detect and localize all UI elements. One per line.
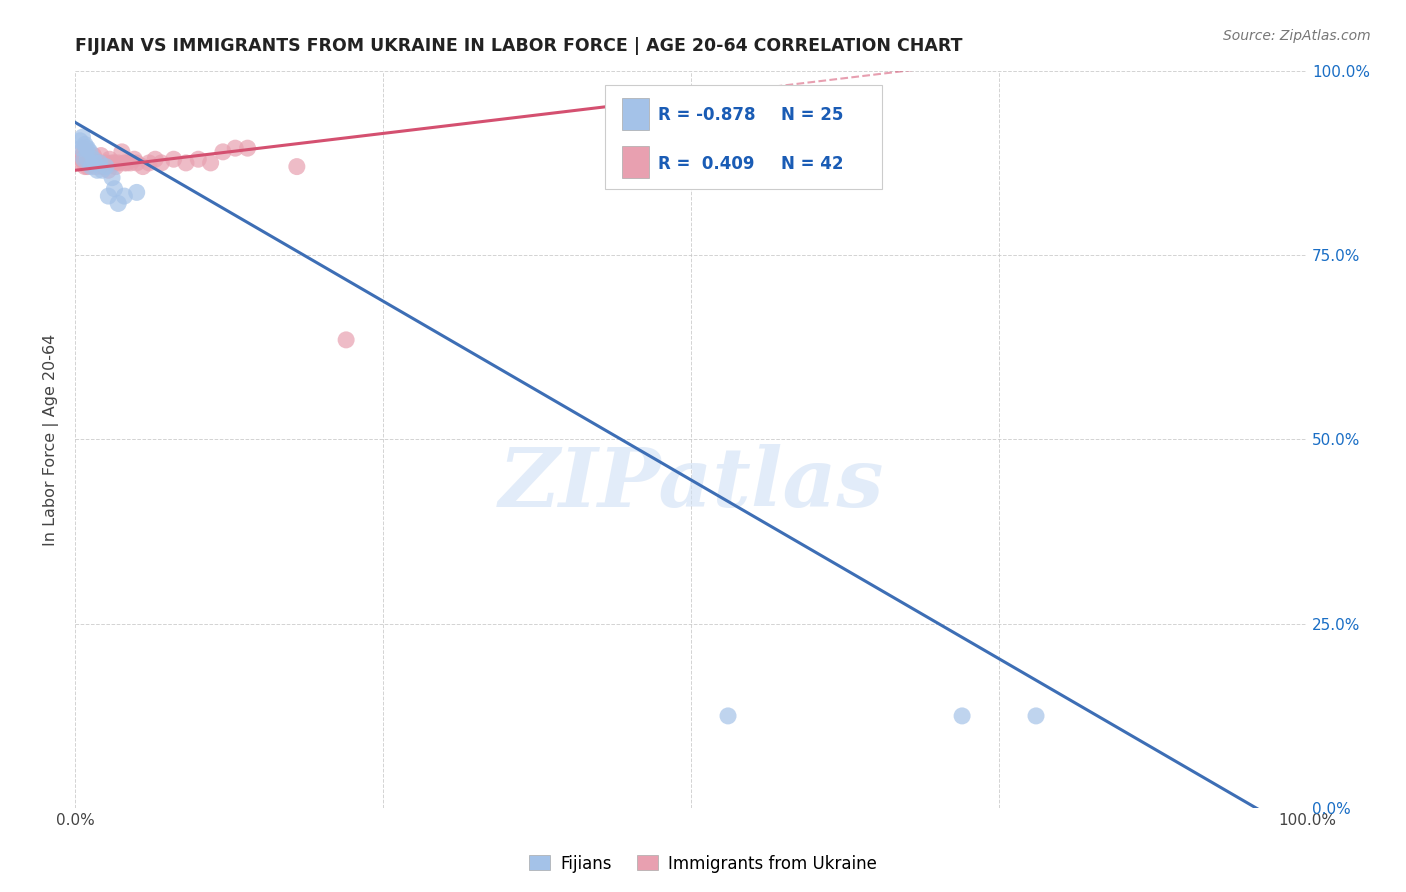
Point (83, 156, 105, 170)
Point (950, 709, 973, 723)
Text: N = 42: N = 42 (780, 155, 844, 173)
FancyBboxPatch shape (605, 86, 882, 189)
Point (200, 156, 222, 170)
Point (236, 141, 259, 155)
Y-axis label: In Labor Force | Age 20-64: In Labor Force | Age 20-64 (44, 334, 59, 546)
Point (86, 156, 108, 170)
Point (125, 186, 148, 200)
Point (112, 189, 135, 203)
Point (138, 156, 160, 170)
Point (1025, 709, 1047, 723)
Point (70, 141, 93, 155)
Point (122, 153, 145, 167)
Point (76, 160, 98, 174)
Point (89, 156, 111, 170)
Point (112, 156, 135, 170)
Point (97, 163, 120, 178)
Point (187, 153, 209, 167)
Point (79, 145, 101, 159)
Point (90, 148, 112, 162)
Point (212, 145, 235, 159)
Point (75, 156, 97, 170)
Point (72, 148, 94, 162)
Point (69, 156, 91, 170)
Text: FIJIAN VS IMMIGRANTS FROM UKRAINE IN LABOR FORCE | AGE 20-64 CORRELATION CHART: FIJIAN VS IMMIGRANTS FROM UKRAINE IN LAB… (75, 37, 963, 55)
Point (120, 156, 142, 170)
Point (335, 333, 357, 347)
Point (91, 160, 114, 174)
Point (73, 153, 96, 167)
Point (101, 156, 124, 170)
Text: R =  0.409: R = 0.409 (658, 155, 754, 173)
Point (224, 141, 246, 155)
Point (75, 141, 97, 155)
Point (86, 163, 108, 178)
Point (83, 156, 105, 170)
Text: Source: ZipAtlas.com: Source: ZipAtlas.com (1223, 29, 1371, 43)
Point (174, 156, 197, 170)
Point (73, 160, 96, 174)
Text: R = -0.878: R = -0.878 (658, 106, 755, 124)
Legend: Fijians, Immigrants from Ukraine: Fijians, Immigrants from Ukraine (522, 848, 884, 880)
Point (73, 137, 96, 152)
Point (104, 160, 127, 174)
Point (89, 156, 111, 170)
Point (91, 163, 114, 178)
Point (125, 156, 148, 170)
Point (107, 156, 129, 170)
Point (83, 148, 105, 162)
Point (97, 189, 120, 203)
Point (70, 153, 93, 167)
Point (103, 182, 125, 196)
Point (101, 170, 124, 185)
Point (94, 160, 117, 174)
Point (72, 130, 94, 145)
Point (69, 134, 91, 148)
Point (143, 153, 166, 167)
Point (717, 709, 740, 723)
Point (76, 153, 98, 167)
Point (80, 160, 103, 174)
Point (79, 156, 101, 170)
Point (94, 156, 117, 170)
Point (115, 156, 138, 170)
Point (73, 141, 96, 155)
Point (107, 196, 129, 211)
FancyBboxPatch shape (621, 146, 650, 178)
Text: N = 25: N = 25 (780, 106, 844, 124)
Point (76, 141, 98, 155)
Point (163, 153, 186, 167)
Point (132, 160, 155, 174)
Point (285, 160, 308, 174)
Point (150, 156, 173, 170)
FancyBboxPatch shape (621, 98, 650, 130)
Point (111, 145, 134, 159)
Point (80, 153, 103, 167)
Point (103, 156, 125, 170)
Point (83, 153, 105, 167)
Point (84, 160, 107, 174)
Text: ZIPatlas: ZIPatlas (498, 443, 884, 524)
Point (98, 153, 121, 167)
